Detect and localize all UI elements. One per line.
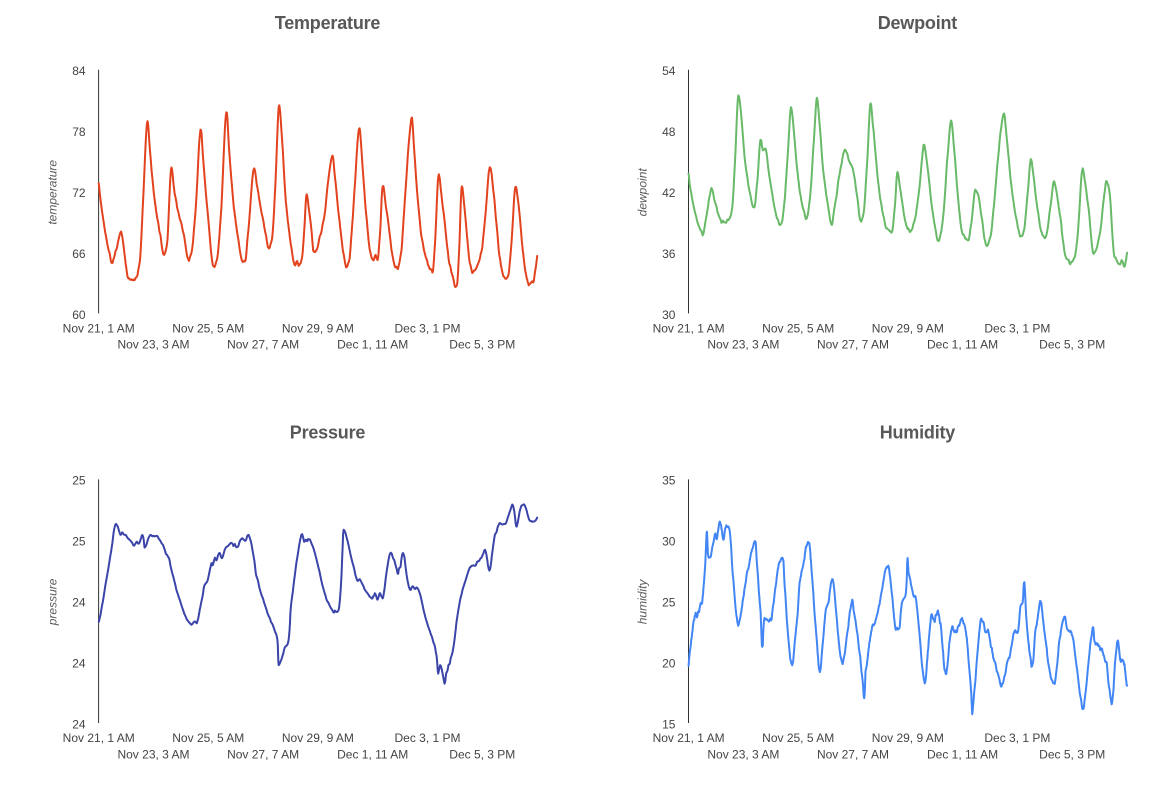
svg-text:Dewpoint: Dewpoint [878, 13, 958, 33]
svg-text:Nov 23, 3 AM: Nov 23, 3 AM [117, 747, 189, 761]
svg-text:Nov 29, 9 AM: Nov 29, 9 AM [872, 731, 944, 745]
svg-text:Dec 1, 11 AM: Dec 1, 11 AM [337, 338, 408, 352]
svg-text:Nov 29, 9 AM: Nov 29, 9 AM [282, 321, 354, 335]
svg-text:Nov 25, 5 AM: Nov 25, 5 AM [762, 321, 834, 335]
svg-text:Nov 23, 3 AM: Nov 23, 3 AM [117, 338, 189, 352]
svg-text:36: 36 [662, 247, 676, 261]
svg-text:Humidity: Humidity [880, 423, 956, 443]
svg-text:78: 78 [72, 125, 86, 139]
svg-text:humidity: humidity [636, 579, 650, 625]
svg-text:72: 72 [72, 186, 86, 200]
svg-text:Nov 23, 3 AM: Nov 23, 3 AM [707, 747, 779, 761]
svg-text:48: 48 [662, 125, 676, 139]
svg-text:Dec 1, 11 AM: Dec 1, 11 AM [927, 338, 998, 352]
svg-text:Dec 3, 1 PM: Dec 3, 1 PM [984, 321, 1050, 335]
svg-text:54: 54 [662, 64, 676, 78]
svg-text:Dec 5, 3 PM: Dec 5, 3 PM [1039, 747, 1105, 761]
svg-text:Nov 29, 9 AM: Nov 29, 9 AM [872, 321, 944, 335]
svg-text:15: 15 [662, 718, 676, 732]
svg-text:Nov 25, 5 AM: Nov 25, 5 AM [172, 731, 244, 745]
svg-text:Nov 27, 7 AM: Nov 27, 7 AM [227, 747, 299, 761]
svg-text:Nov 25, 5 AM: Nov 25, 5 AM [172, 321, 244, 335]
svg-text:Dec 1, 11 AM: Dec 1, 11 AM [927, 747, 998, 761]
svg-text:temperature: temperature [46, 160, 60, 225]
svg-text:30: 30 [662, 308, 676, 322]
svg-text:Nov 29, 9 AM: Nov 29, 9 AM [282, 731, 354, 745]
svg-text:24: 24 [72, 657, 86, 671]
svg-text:Dec 5, 3 PM: Dec 5, 3 PM [449, 747, 515, 761]
svg-text:Nov 25, 5 AM: Nov 25, 5 AM [762, 731, 834, 745]
svg-text:25: 25 [662, 596, 676, 610]
svg-text:84: 84 [72, 64, 86, 78]
svg-text:24: 24 [72, 718, 86, 732]
svg-text:25: 25 [72, 474, 86, 488]
svg-text:Nov 21, 1 AM: Nov 21, 1 AM [63, 731, 135, 745]
svg-text:Pressure: Pressure [290, 423, 366, 443]
svg-text:Nov 27, 7 AM: Nov 27, 7 AM [227, 338, 299, 352]
svg-text:Nov 21, 1 AM: Nov 21, 1 AM [63, 321, 135, 335]
svg-text:42: 42 [662, 186, 676, 200]
svg-text:25: 25 [72, 535, 86, 549]
svg-text:Dec 5, 3 PM: Dec 5, 3 PM [449, 338, 515, 352]
svg-text:20: 20 [662, 657, 676, 671]
svg-text:Nov 27, 7 AM: Nov 27, 7 AM [817, 747, 889, 761]
svg-text:Dec 1, 11 AM: Dec 1, 11 AM [337, 747, 408, 761]
svg-text:Dec 3, 1 PM: Dec 3, 1 PM [394, 731, 460, 745]
svg-text:30: 30 [662, 535, 676, 549]
svg-text:pressure: pressure [46, 578, 60, 626]
svg-text:60: 60 [72, 308, 86, 322]
svg-text:Dec 3, 1 PM: Dec 3, 1 PM [984, 731, 1050, 745]
svg-text:35: 35 [662, 474, 676, 488]
svg-text:Nov 27, 7 AM: Nov 27, 7 AM [817, 338, 889, 352]
svg-text:Dec 5, 3 PM: Dec 5, 3 PM [1039, 338, 1105, 352]
svg-text:Nov 21, 1 AM: Nov 21, 1 AM [653, 321, 725, 335]
svg-text:Nov 21, 1 AM: Nov 21, 1 AM [653, 731, 725, 745]
svg-text:Nov 23, 3 AM: Nov 23, 3 AM [707, 338, 779, 352]
svg-text:66: 66 [72, 247, 86, 261]
svg-text:Dec 3, 1 PM: Dec 3, 1 PM [394, 321, 460, 335]
svg-text:dewpoint: dewpoint [636, 168, 650, 217]
svg-text:24: 24 [72, 596, 86, 610]
svg-text:Temperature: Temperature [275, 13, 381, 33]
